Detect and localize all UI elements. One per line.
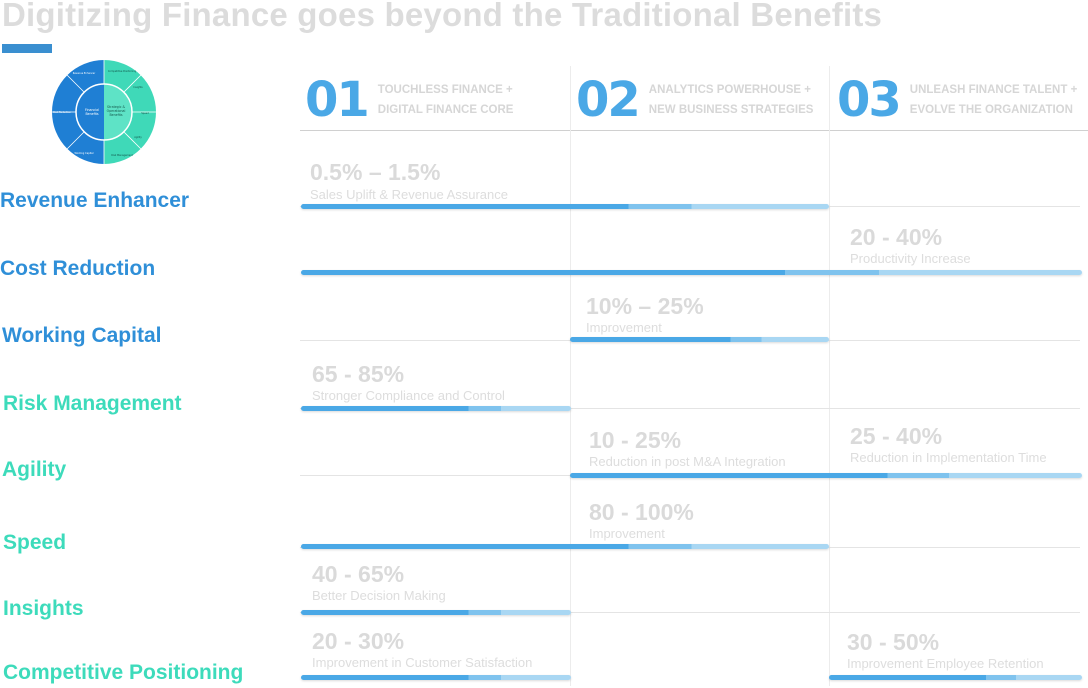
metric-desc: Improvement (586, 320, 662, 335)
row-label-insights: Insights (3, 597, 84, 620)
metric-desc: Improvement in Customer Satisfaction (312, 655, 533, 670)
metric-desc: Productivity Increase (850, 251, 971, 266)
donut-teal-half (104, 60, 156, 164)
phase-2-line1: ANALYTICS POWERHOUSE + (648, 84, 811, 96)
metric-desc: Sales Uplift & Revenue Assurance (310, 187, 508, 202)
donut-seg-1: Cost Reduction (53, 111, 72, 114)
metric-value: 30 - 50% (847, 629, 940, 655)
row-label-agility: Agility (2, 458, 67, 481)
timeline-bar (570, 473, 1082, 478)
metric-desc: Reduction in post M&A Integration (589, 454, 786, 469)
phase-1-number: 01 (305, 72, 370, 128)
row-label-speed: Speed (3, 531, 67, 554)
timeline-bar (301, 544, 829, 549)
donut-seg-3: Competitive Positioning (108, 70, 137, 73)
metric-desc: Stronger Compliance and Control (312, 388, 505, 403)
title-underline (2, 44, 52, 53)
metric-desc: Better Decision Making (312, 588, 446, 603)
donut-seg-5: Speed (141, 112, 149, 115)
metric-value: 10 - 25% (589, 427, 682, 453)
metric-desc: Improvement Employee Retention (847, 656, 1044, 671)
metric-value: 10% – 25% (586, 293, 704, 319)
metric-desc: Improvement (589, 526, 665, 541)
phase-3-line2: EVOLVE THE ORGANIZATION (909, 104, 1073, 116)
phase-1-header: 01 TOUCHLESS FINANCE + DIGITAL FINANCE C… (305, 70, 513, 130)
phase-3-line1: UNLEASH FINANCE TALENT + (909, 84, 1078, 96)
metric-value: 65 - 85% (312, 361, 405, 387)
timeline-bar (301, 675, 571, 680)
phase-2-line2: NEW BUSINESS STRATEGIES (648, 104, 814, 116)
row-label-risk-management: Risk Management (3, 392, 182, 415)
donut-seg-4: Insights (133, 86, 143, 89)
metric-desc: Reduction in Implementation Time (850, 450, 1047, 465)
row-label-cost-reduction: Cost Reduction (0, 257, 156, 280)
donut-seg-2: Working Capital (75, 152, 94, 155)
metric-value: 20 - 40% (850, 224, 943, 250)
timeline-bar (301, 270, 1082, 275)
row-divider (300, 612, 1080, 613)
donut-center-line2: Benefits (85, 112, 98, 116)
header-divider (300, 130, 1088, 131)
row-label-working-capital: Working Capital (2, 324, 162, 347)
page-title: Digitizing Finance goes beyond the Tradi… (2, 0, 883, 33)
donut-seg-6: Agility (134, 136, 142, 139)
column-divider-1 (570, 66, 571, 686)
metric-value: 80 - 100% (589, 499, 694, 525)
donut-right-line3: Benefits (109, 113, 122, 117)
metric-value: 0.5% – 1.5% (310, 159, 441, 185)
donut-right-line2: Operational (107, 109, 126, 113)
phase-3-number: 03 (837, 72, 902, 128)
donut-seg-7: Risk Management (111, 154, 133, 157)
metric-value: 20 - 30% (312, 628, 405, 654)
row-label-revenue-enhancer: Revenue Enhancer (0, 189, 190, 212)
phase-1-line1: TOUCHLESS FINANCE + (377, 84, 513, 96)
row-divider (300, 408, 1080, 409)
donut-inner-teal (104, 84, 132, 140)
metric-value: 40 - 65% (312, 561, 405, 587)
donut-right-line1: Strategic & (107, 105, 125, 109)
timeline-bar (301, 610, 571, 615)
timeline-bar (829, 675, 1082, 680)
phase-2-number: 02 (576, 72, 641, 128)
phase-1-line2: DIGITAL FINANCE CORE (377, 104, 514, 116)
phase-2-header: 02 ANALYTICS POWERHOUSE + NEW BUSINESS S… (576, 70, 813, 130)
donut-blue-half (52, 60, 104, 164)
column-divider-2 (829, 66, 830, 686)
timeline-bar (301, 204, 829, 209)
timeline-bar (570, 337, 829, 342)
donut-inner-blue (76, 84, 104, 140)
metric-value: 25 - 40% (850, 423, 943, 449)
row-label-competitive-positioning: Competitive Positioning (3, 661, 244, 684)
benefits-donut: Financial Benefits Strategic & Operation… (52, 60, 156, 164)
timeline-bar (301, 406, 571, 411)
donut-seg-0: Revenue Enhancer (73, 72, 95, 75)
phase-3-header: 03 UNLEASH FINANCE TALENT + EVOLVE THE O… (837, 70, 1077, 130)
donut-center-line1: Financial (85, 108, 99, 112)
